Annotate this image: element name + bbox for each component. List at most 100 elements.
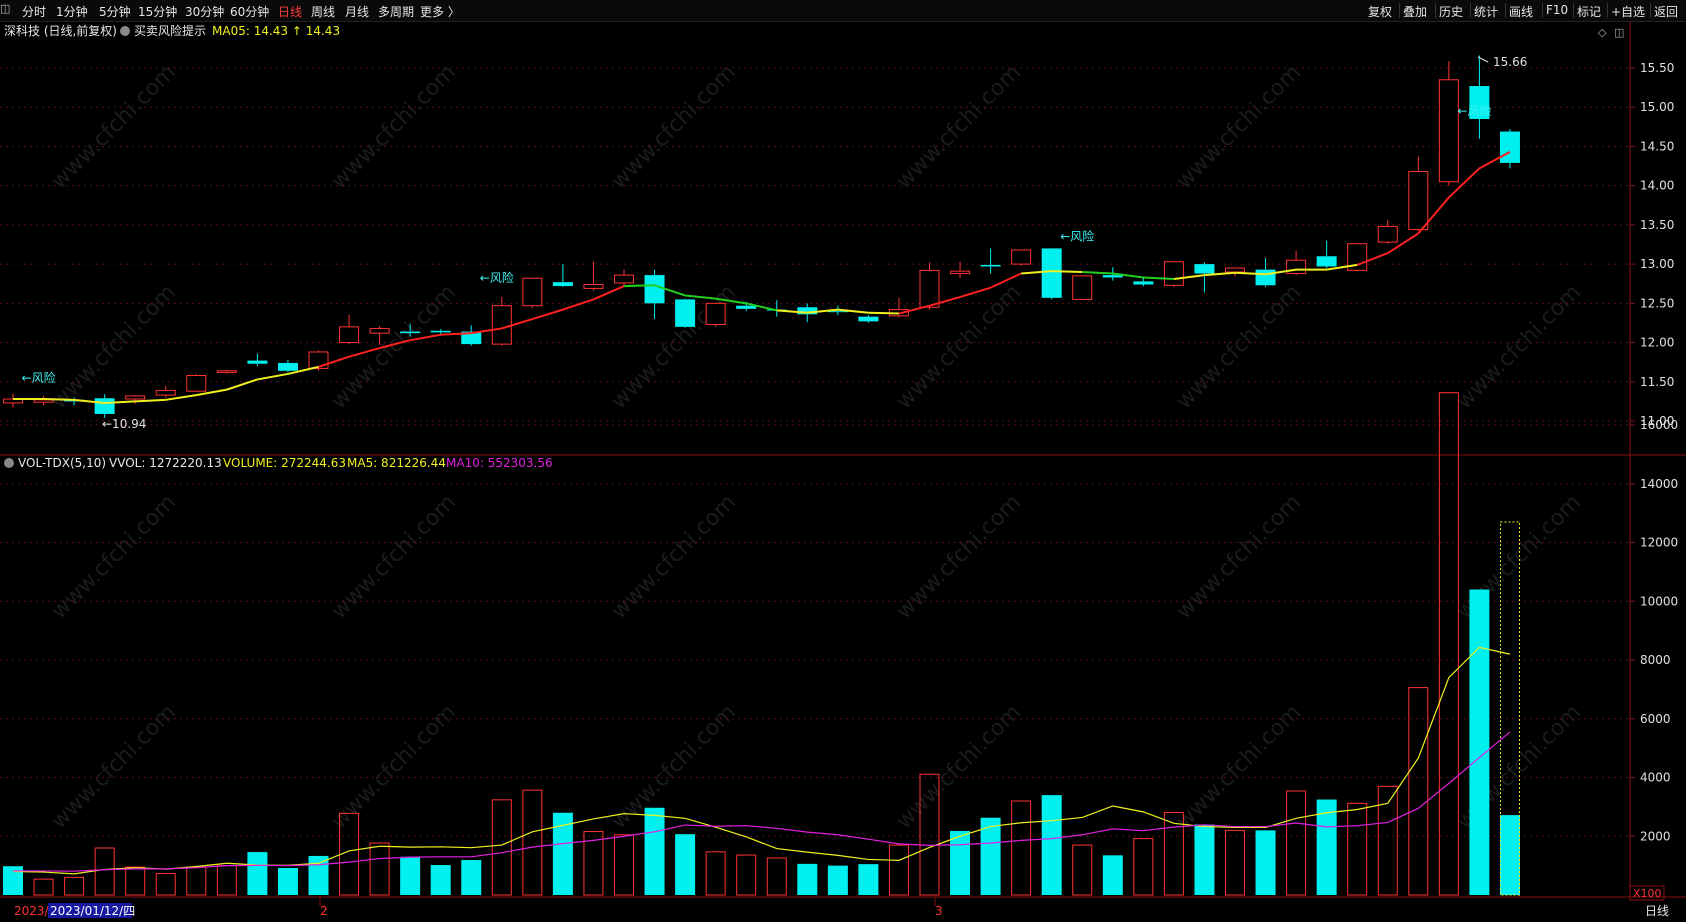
candle-body	[277, 362, 298, 371]
price-tick-label: 14.50	[1640, 139, 1674, 153]
watermark-text: www.cfchi.com	[327, 280, 461, 414]
ma5-segment	[1448, 167, 1481, 199]
volume-bar	[1011, 800, 1032, 896]
candle-body	[491, 305, 512, 345]
candle-body	[827, 311, 848, 313]
toolbar-separator	[1650, 3, 1651, 18]
price-tick-label: 15.00	[1640, 100, 1674, 114]
watermark-text: www.cfchi.com	[607, 60, 741, 194]
period-tab-4[interactable]: 30分钟	[185, 5, 225, 19]
vol-ma10-line	[13, 731, 1511, 872]
toolbar-separator	[1607, 3, 1608, 18]
volume-bar	[888, 844, 909, 896]
ma5-segment	[287, 365, 319, 375]
volume-tick-label: 14000	[1640, 477, 1678, 491]
toolbar-button-0[interactable]: 复权	[1368, 5, 1393, 19]
volume-bar	[583, 831, 604, 896]
volume-tick-label: 16000	[1640, 418, 1678, 432]
volume-bar	[736, 854, 757, 896]
ma5-segment	[73, 398, 105, 404]
toolbar-button-1[interactable]: 叠加	[1403, 5, 1428, 19]
month-marker: 2	[320, 904, 328, 918]
volume-bar	[1133, 838, 1154, 896]
watermark-text: www.cfchi.com	[1172, 700, 1306, 834]
watermark-text: www.cfchi.com	[892, 490, 1026, 624]
ma5-segment	[471, 327, 502, 335]
panel-toggle-icon[interactable]: ◫	[0, 2, 11, 15]
ma5-segment	[990, 272, 1022, 289]
toolbar-button-7[interactable]: +自选	[1611, 5, 1646, 19]
volume-bar	[614, 834, 634, 896]
toolbar-separator	[1505, 3, 1506, 18]
candle-body	[125, 395, 146, 400]
period-tab-10[interactable]: 更多 〉	[420, 5, 460, 19]
volume-bar	[644, 807, 665, 895]
risk-marker: ←风险	[480, 270, 514, 285]
watermark-text: www.cfchi.com	[892, 700, 1026, 834]
volume-bar	[247, 852, 268, 895]
window-toggle-icon[interactable]: ◫	[1614, 26, 1625, 39]
ma5-segment	[837, 308, 869, 314]
period-tab-8[interactable]: 月线	[345, 5, 370, 19]
unit-box	[1629, 885, 1665, 901]
price-tick-label: 15.50	[1640, 61, 1674, 75]
watermark-text: www.cfchi.com	[47, 700, 181, 834]
period-tab-0[interactable]: 分时	[22, 5, 47, 19]
candle-body	[1316, 256, 1337, 267]
volume-bar	[1438, 392, 1459, 896]
volume-tick-label: 4000	[1640, 771, 1671, 785]
candle-body	[1377, 225, 1398, 243]
volume-bar	[94, 847, 115, 896]
ma5-segment	[1173, 274, 1205, 281]
candle-body	[155, 389, 176, 396]
toolbar-button-2[interactable]: 历史	[1439, 5, 1464, 19]
volume-bar	[1255, 830, 1276, 895]
ma5-segment	[1021, 270, 1052, 275]
ma5-segment	[593, 285, 625, 301]
candle-body	[1194, 264, 1215, 274]
toolbar-button-4[interactable]: 画线	[1509, 5, 1534, 19]
toolbar-button-8[interactable]: 返回	[1654, 5, 1679, 19]
toolbar-button-3[interactable]: 统计	[1474, 5, 1499, 19]
stock-title: 深科技 (日线,前复权)	[4, 23, 117, 38]
volume-tick-label: 6000	[1640, 712, 1671, 726]
vvol-label: VVOL: 1272220.13	[109, 456, 222, 470]
ma5-segment	[1478, 151, 1511, 170]
ma5-segment	[562, 298, 594, 311]
ma5-segment	[745, 302, 777, 312]
period-tab-2[interactable]: 5分钟	[99, 5, 131, 19]
candle-body	[1133, 281, 1154, 285]
volume-indicator-name: VOL-TDX(5,10)	[18, 456, 106, 470]
volume-bar	[3, 866, 23, 895]
period-tab-9[interactable]: 多周期	[378, 5, 415, 19]
period-tab-7[interactable]: 周线	[311, 5, 336, 19]
volume-tick-label: 2000	[1640, 829, 1671, 843]
volume-bar	[827, 865, 848, 895]
candle-body	[1225, 267, 1245, 273]
period-tab-3[interactable]: 15分钟	[138, 5, 178, 19]
watermark-text: www.cfchi.com	[327, 490, 461, 624]
toolbar-button-5[interactable]: F10	[1546, 3, 1569, 17]
period-tab-6[interactable]: 日线	[278, 5, 303, 19]
candle-body	[1408, 171, 1429, 231]
period-tab-1[interactable]: 1分钟	[56, 5, 88, 19]
volume-bar	[675, 834, 696, 895]
period-tab-5[interactable]: 60分钟	[230, 5, 270, 19]
ma5-segment	[868, 311, 899, 315]
volume-tick-label: 10000	[1640, 594, 1678, 608]
volume-bar	[1102, 855, 1123, 895]
ma5-segment	[135, 398, 166, 403]
collapse-diamond-icon[interactable]: ◇	[1598, 26, 1607, 39]
ma5-segment	[318, 355, 350, 368]
volume-bar	[1347, 802, 1368, 896]
vol-ma5-line	[12, 646, 1511, 875]
ma5-segment	[1204, 271, 1236, 277]
ma5-segment	[196, 388, 228, 397]
volume-bar	[919, 773, 940, 896]
ma5-segment	[684, 294, 716, 300]
toolbar-button-6[interactable]: 标记	[1577, 5, 1602, 19]
volume-bar	[155, 873, 176, 896]
candle-body	[1255, 269, 1276, 286]
ma5-segment	[226, 378, 258, 391]
